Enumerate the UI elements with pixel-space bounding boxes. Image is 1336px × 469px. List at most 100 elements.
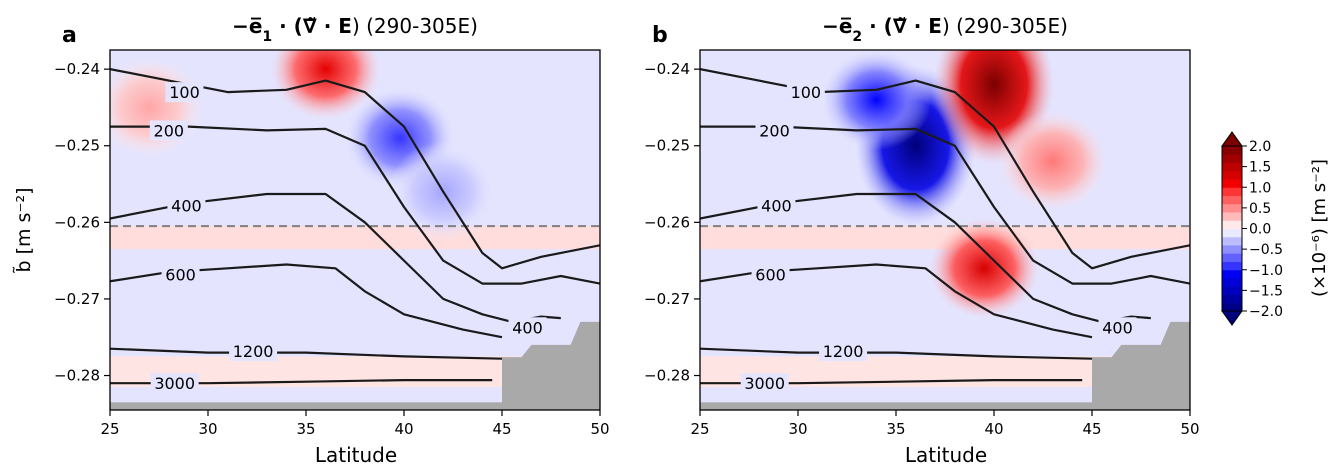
panel-a: 100 200 400 600 400 1200 3000 25 30 35 40 45 50 −0.24… <box>54 14 610 438</box>
panel-a-x-tick-label: 35 <box>296 420 315 438</box>
colorbar-swatch <box>1222 154 1242 163</box>
colorbar-swatch <box>1222 269 1242 279</box>
panel-b-y-tick-label: −0.24 <box>644 60 690 78</box>
panel-a-x-tick-label: 40 <box>394 420 413 438</box>
panel-b-letter: b <box>652 23 668 48</box>
panel-a-field-positive-max <box>270 50 381 120</box>
colorbar-swatch <box>1222 220 1242 229</box>
panel-b-contour-label-bg <box>757 195 796 216</box>
colorbar-swatch <box>1222 294 1242 304</box>
panel-a-contour-label: 200 <box>154 121 185 140</box>
panel-a-contour-label-bg <box>165 82 204 103</box>
panel-b-contour-label-bg <box>819 341 868 362</box>
colorbar-swatch <box>1222 302 1242 312</box>
panel-a-contour-label-bg <box>161 264 200 285</box>
panel-b-x-tick-label: 45 <box>1082 420 1101 438</box>
panel-b-x-tick-label: 30 <box>788 420 807 438</box>
panel-a-contour-1200 <box>110 347 503 360</box>
colorbar-tick-label: −2.0 <box>1249 304 1283 320</box>
panel-a-contour-label-bg <box>229 341 278 362</box>
colorbar-tick-label: 0.0 <box>1249 222 1271 238</box>
panel-b-axes-frame <box>699 49 1191 411</box>
panel-b-field-positive <box>997 111 1108 212</box>
panel-a-contour-200 <box>110 125 600 285</box>
colorbar-swatch <box>1222 245 1242 254</box>
panel-a-land-mask <box>502 321 600 410</box>
colorbar: 2.0 1.5 1.0 0.5 0.0 −0.5 −1.0 −1.5 −2.0 <box>1221 131 1283 326</box>
panel-b-land-mask <box>1092 321 1190 410</box>
panel-a-x-tick-label: 50 <box>590 420 609 438</box>
panel-b-contour-label: 3000 <box>744 374 785 393</box>
panel-a-y-tick-label: −0.27 <box>54 290 100 308</box>
panel-a-y-tick-label: −0.24 <box>54 60 100 78</box>
panel-a-contour-label-bg <box>150 373 199 394</box>
panel-a-contour-label-bg <box>149 120 188 141</box>
panel-a-contour-label: 400 <box>171 196 202 215</box>
panel-a-contour-label: 3000 <box>154 374 195 393</box>
panel-a-axes-frame <box>109 49 601 411</box>
panel-b-contour-label: 400 <box>761 196 792 215</box>
colorbar-tick-label: 0.5 <box>1249 201 1271 217</box>
panel-a-contour-label: 600 <box>165 265 196 284</box>
colorbar-swatch <box>1222 286 1242 295</box>
panel-a-x-tick-label: 30 <box>198 420 217 438</box>
colorbar-swatch <box>1222 146 1242 155</box>
colorbar-swatch <box>1222 278 1242 287</box>
panel-a-contour-label-bg <box>167 195 206 216</box>
panel-b-contour-label: 200 <box>759 121 790 140</box>
panel-b-y-tick-label: −0.28 <box>644 367 690 385</box>
colorbar-swatch <box>1222 203 1242 213</box>
colorbar-swatch <box>1222 187 1242 196</box>
panel-a-x-tick-label: 45 <box>492 420 511 438</box>
panel-b-contour-1200 <box>700 347 1093 360</box>
colorbar-swatch <box>1222 195 1242 205</box>
panel-a-y-tick-label: −0.25 <box>54 137 100 155</box>
colorbar-swatch <box>1222 253 1242 262</box>
panel-b-contour-label: 600 <box>755 265 786 284</box>
colorbar-label: (×10⁻⁶) [m s⁻²] <box>1309 159 1330 297</box>
panel-b-y-tick-label: −0.26 <box>644 213 690 231</box>
panel-b-contour-200 <box>700 125 1190 285</box>
panel-b-contour-label-bg <box>740 373 789 394</box>
panel-b-title: −e̅2 · (∇̃ · E) (290-305E) <box>822 14 1068 45</box>
panel-a-contour-label-bg <box>508 317 547 338</box>
panel-a-title: −e̅1 · (∇̃ · E) (290-305E) <box>232 14 478 45</box>
panel-a-contour-100 <box>110 68 600 270</box>
panel-b-contour-label: 400 <box>1102 318 1133 337</box>
panel-a-contour-label: 1200 <box>233 342 274 361</box>
panel-a-y-tick-label: −0.28 <box>54 367 100 385</box>
panel-b-contour-label-bg <box>755 120 794 141</box>
panel-b-contour-label-bg <box>786 82 825 103</box>
colorbar-tick-label: −0.5 <box>1249 242 1283 258</box>
colorbar-tick-label: 1.0 <box>1249 180 1271 196</box>
panel-b-land-mask-floor <box>700 402 1092 410</box>
panel-a-contour-label: 100 <box>169 83 200 102</box>
panel-a-letter: a <box>62 23 77 48</box>
panel-a-land-mask-floor <box>110 402 502 410</box>
panel-a-y-tick-label: −0.26 <box>54 213 100 231</box>
colorbar-swatch <box>1222 261 1242 271</box>
panel-b-x-tick-label: 40 <box>984 420 1003 438</box>
colorbar-tick-label: 1.5 <box>1249 160 1271 176</box>
panel-a-plot-area: 100 200 400 600 400 1200 3000 <box>110 50 600 410</box>
panel-b-y-tick-label: −0.27 <box>644 290 690 308</box>
colorbar-tick-label: −1.5 <box>1249 283 1283 299</box>
panel-b-field-negative <box>821 50 932 150</box>
panel-b-x-tick-label: 50 <box>1180 420 1199 438</box>
colorbar-swatch <box>1222 228 1242 238</box>
colorbar-swatch <box>1222 179 1242 188</box>
panel-a-x-axis-label: Latitude <box>315 443 397 467</box>
panel-b-contour-label-bg <box>751 264 790 285</box>
colorbar-extend-top <box>1221 131 1243 147</box>
panel-b-y-tick-label: −0.25 <box>644 137 690 155</box>
panel-b-contour-label: 100 <box>791 83 822 102</box>
colorbar-swatch <box>1222 236 1242 246</box>
colorbar-swatch <box>1222 170 1242 180</box>
panel-b-x-axis-label: Latitude <box>905 443 987 467</box>
panel-b-contour-label: 1200 <box>823 342 864 361</box>
colorbar-swatch <box>1222 212 1242 221</box>
panel-a-field-positive <box>110 57 205 158</box>
